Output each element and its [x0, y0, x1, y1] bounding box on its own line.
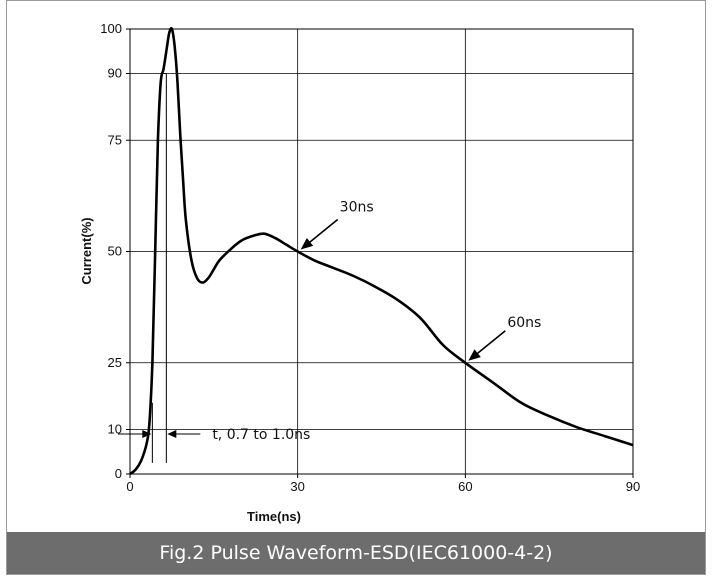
y-tick-label: 0 — [115, 466, 122, 481]
x-axis-title: Time(ns) — [247, 509, 301, 524]
current-waveform-line — [129, 26, 634, 476]
figure-caption: Fig.2 Pulse Waveform-ESD(IEC61000-4-2) — [7, 532, 705, 574]
annotation-30ns-label: 30ns — [340, 200, 374, 216]
annotation-30ns-arrow-shaft — [309, 218, 339, 243]
rise-arrow-right-head — [167, 429, 177, 438]
annotation-rise-time-label: t, 0.7 to 1.0ns — [212, 427, 310, 443]
y-tick-label: 10 — [108, 422, 122, 437]
y-tick-label: 100 — [100, 21, 122, 36]
x-tick-label: 90 — [626, 479, 640, 494]
y-tick-label: 50 — [108, 244, 122, 259]
y-tick-label: 25 — [108, 355, 122, 370]
annotation-60ns-label: 60ns — [507, 315, 541, 331]
figure-frame: 0 30 60 90 0 10 25 50 75 90 100 Time(ns) Current(%… — [6, 0, 706, 575]
x-tick-label: 0 — [126, 479, 133, 494]
annotation-60ns-arrow-shaft — [477, 330, 506, 354]
y-axis-title: Current(%) — [79, 217, 94, 284]
x-tick-label: 60 — [458, 479, 472, 494]
y-tick-label: 75 — [108, 132, 122, 147]
annotation-30ns-arrow-head — [300, 238, 314, 250]
rise-arrow-left-head — [142, 429, 152, 438]
y-tick-label: 90 — [108, 66, 122, 81]
annotation-60ns-arrow-head — [468, 349, 481, 361]
x-tick-label: 30 — [290, 479, 304, 494]
waveform-chart: 0 30 60 90 0 10 25 50 75 90 100 Time(ns) Current(%… — [79, 21, 640, 524]
